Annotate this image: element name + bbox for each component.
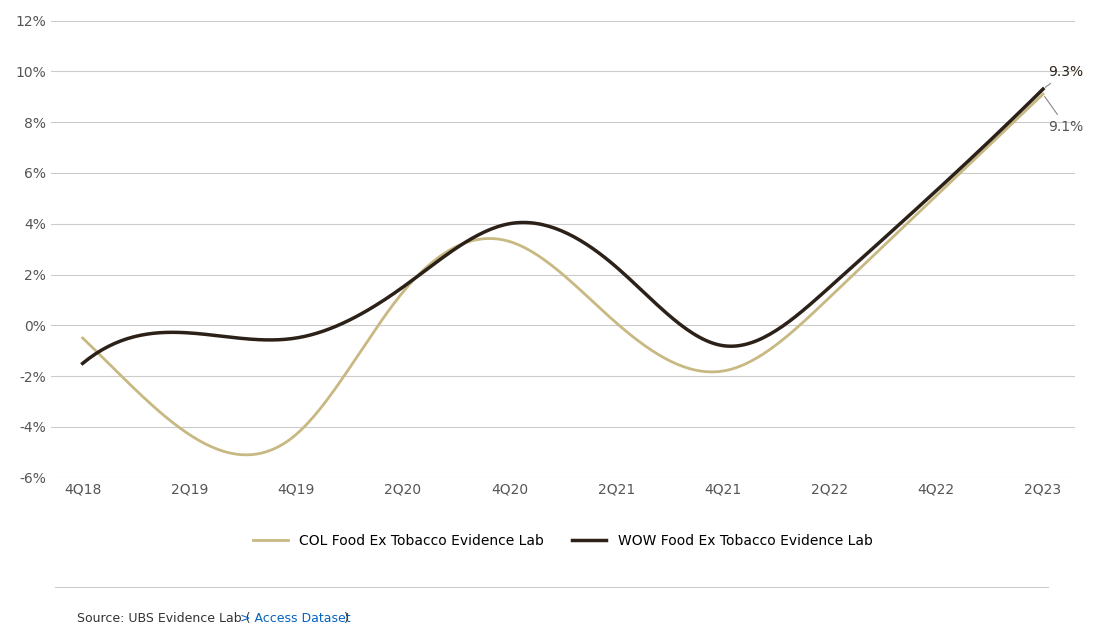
Text: 9.1%: 9.1% — [1045, 96, 1083, 133]
Text: > Access Dataset: > Access Dataset — [240, 612, 351, 625]
Text: Source: UBS Evidence Lab (: Source: UBS Evidence Lab ( — [77, 612, 250, 625]
Legend: COL Food Ex Tobacco Evidence Lab, WOW Food Ex Tobacco Evidence Lab: COL Food Ex Tobacco Evidence Lab, WOW Fo… — [248, 528, 878, 553]
Text: 9.3%: 9.3% — [1046, 65, 1083, 87]
Text: ): ) — [344, 612, 349, 625]
